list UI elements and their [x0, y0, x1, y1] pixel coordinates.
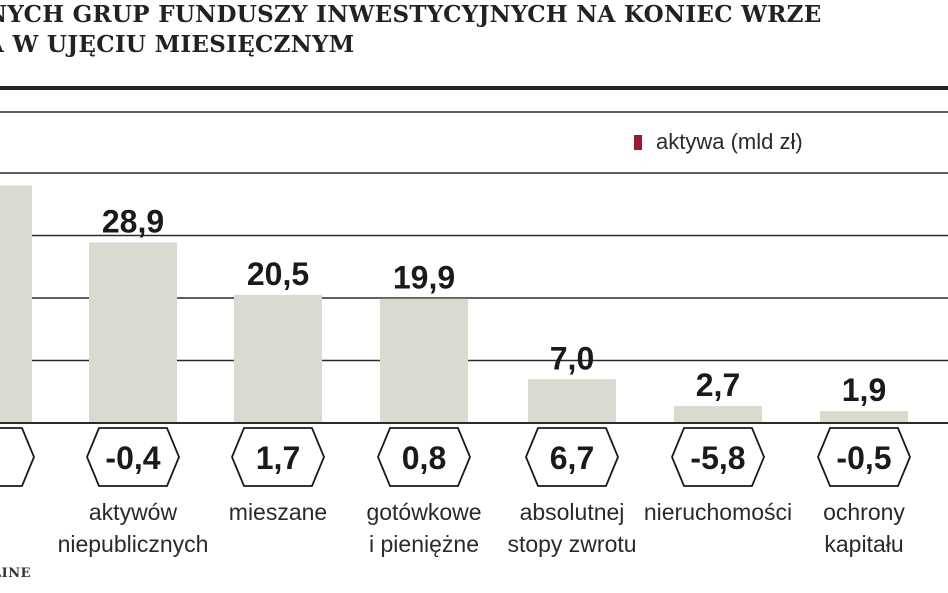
- category-label-6-1: kapitału: [824, 531, 903, 557]
- value-label-4: 7,0: [550, 340, 594, 376]
- change-badge-4: [525, 427, 619, 487]
- value-label-3: 19,9: [393, 260, 455, 296]
- change-label-2: 1,7: [256, 440, 300, 476]
- value-label-5: 2,7: [696, 367, 740, 403]
- change-label-6: -0,5: [836, 440, 891, 476]
- category-label-5-0: nieruchomości: [644, 499, 792, 525]
- chart-title: NYCH GRUP FUNDUSZY INWESTYCYJNYCH NA KON…: [0, 0, 822, 60]
- bar-3: [380, 298, 468, 423]
- change-label-5: -5,8: [690, 440, 745, 476]
- bar-0: [0, 185, 32, 423]
- bar-2: [234, 294, 322, 423]
- chart-title-line-2: A W UJĘCIU MIESIĘCZNYM: [0, 31, 355, 58]
- change-badge-2: [231, 427, 325, 487]
- bar-6: [820, 411, 908, 423]
- category-label-3-1: i pieniężne: [369, 531, 479, 557]
- change-label-1: -0,4: [105, 440, 160, 476]
- title-divider: [0, 86, 948, 90]
- legend: aktywa (mld zł): [634, 129, 803, 155]
- change-label-4: 6,7: [550, 440, 594, 476]
- value-label-2: 20,5: [247, 256, 309, 292]
- bar-1: [89, 242, 177, 423]
- legend-swatch: [634, 134, 642, 150]
- category-label-3-0: gotówkowe: [366, 499, 481, 525]
- chart-title-line-1: NYCH GRUP FUNDUSZY INWESTYCYJNYCH NA KON…: [0, 1, 822, 28]
- value-label-1: 28,9: [102, 203, 164, 239]
- category-label-1-0: aktywów: [89, 499, 178, 525]
- value-label-6: 1,9: [842, 372, 886, 408]
- change-badge-6: [817, 427, 911, 487]
- change-badge-3: [377, 427, 471, 487]
- category-label-6-0: ochrony: [823, 499, 905, 525]
- legend-label: aktywa (mld zł): [656, 129, 803, 154]
- change-label-3: 0,8: [402, 440, 446, 476]
- source-note: LINE: [0, 566, 32, 581]
- category-label-2-0: mieszane: [229, 499, 327, 525]
- change-badge-0: [0, 427, 35, 487]
- category-label-1-1: niepublicznych: [58, 531, 209, 557]
- category-label-4-1: stopy zwrotu: [507, 531, 636, 557]
- bar-5: [674, 406, 762, 423]
- category-label-4-0: absolutnej: [520, 499, 625, 525]
- bar-4: [528, 379, 616, 423]
- change-badge-1: [86, 427, 180, 487]
- change-badge-5: [671, 427, 765, 487]
